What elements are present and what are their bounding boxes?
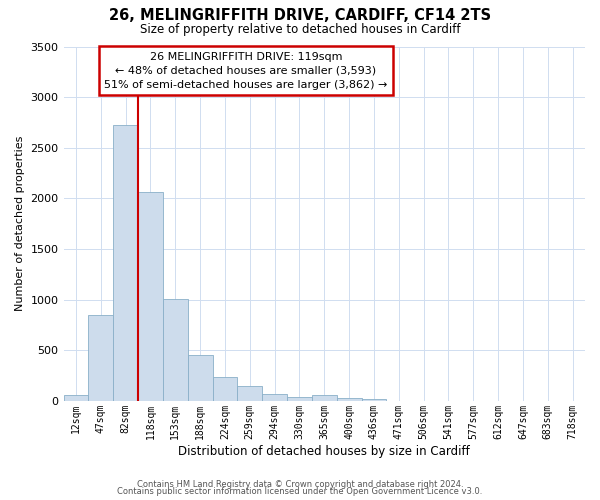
Text: Size of property relative to detached houses in Cardiff: Size of property relative to detached ho… [140, 22, 460, 36]
Bar [88, 315, 113, 401]
Bar [138, 192, 163, 401]
Bar [64, 396, 88, 401]
Bar [212, 376, 238, 401]
Text: Contains public sector information licensed under the Open Government Licence v3: Contains public sector information licen… [118, 488, 482, 496]
Bar [287, 398, 312, 401]
X-axis label: Distribution of detached houses by size in Cardiff: Distribution of detached houses by size … [178, 444, 470, 458]
Y-axis label: Number of detached properties: Number of detached properties [15, 136, 25, 312]
Text: Contains HM Land Registry data © Crown copyright and database right 2024.: Contains HM Land Registry data © Crown c… [137, 480, 463, 489]
Bar [312, 396, 337, 401]
Text: 26, MELINGRIFFITH DRIVE, CARDIFF, CF14 2TS: 26, MELINGRIFFITH DRIVE, CARDIFF, CF14 2… [109, 8, 491, 22]
Bar [113, 126, 138, 401]
Bar [163, 298, 188, 401]
Text: 26 MELINGRIFFITH DRIVE: 119sqm
← 48% of detached houses are smaller (3,593)
51% : 26 MELINGRIFFITH DRIVE: 119sqm ← 48% of … [104, 52, 388, 90]
Bar [262, 394, 287, 401]
Bar [238, 386, 262, 401]
Bar [362, 400, 386, 401]
Bar [188, 355, 212, 401]
Bar [337, 398, 362, 401]
